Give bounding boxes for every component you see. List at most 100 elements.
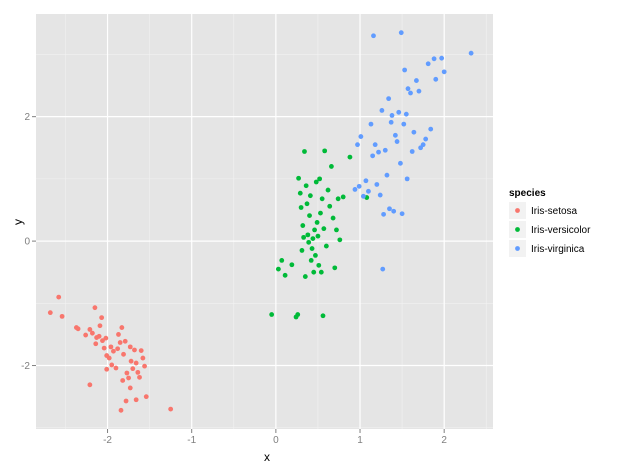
data-point: [318, 210, 323, 216]
y-tick-label: 0: [24, 237, 30, 248]
data-point: [106, 355, 112, 361]
data-point: [433, 76, 439, 82]
data-point: [360, 193, 366, 199]
data-point: [318, 269, 324, 275]
legend-key-dot: [515, 227, 520, 232]
data-point: [425, 61, 431, 67]
data-point: [411, 129, 417, 135]
data-point: [468, 50, 474, 56]
data-point: [355, 142, 360, 148]
data-point: [403, 111, 409, 117]
data-point: [59, 313, 65, 319]
data-point: [386, 96, 392, 102]
x-axis-title: x: [264, 450, 270, 464]
data-point: [124, 370, 130, 376]
data-point: [314, 220, 320, 225]
data-point: [99, 315, 105, 321]
data-point: [389, 113, 395, 118]
data-point: [398, 160, 403, 166]
x-tick-label: 1: [357, 435, 363, 446]
data-point: [101, 345, 107, 351]
data-point: [337, 237, 343, 243]
data-point: [113, 365, 119, 371]
data-point: [374, 182, 380, 187]
data-point: [87, 327, 93, 332]
data-point: [305, 232, 311, 238]
series-iris-virginica: [352, 30, 474, 272]
y-tick-label: 2: [24, 112, 30, 123]
data-point: [307, 213, 312, 218]
data-point: [317, 176, 323, 182]
data-point: [168, 406, 174, 412]
data-point: [398, 30, 404, 36]
data-point: [315, 233, 321, 239]
data-point: [441, 69, 447, 75]
data-point: [380, 266, 386, 272]
data-point: [93, 341, 99, 347]
x-axis-ticks: -2 -1 0 1 2: [103, 429, 447, 446]
data-point: [143, 394, 149, 400]
data-point: [404, 176, 410, 182]
data-point: [352, 187, 358, 192]
data-point: [89, 330, 95, 336]
data-point: [376, 149, 381, 155]
y-axis-ticks: -2 0 2: [21, 112, 36, 372]
data-point: [126, 375, 131, 381]
data-point: [306, 239, 312, 245]
data-point: [334, 227, 339, 233]
data-point: [132, 347, 137, 353]
data-point: [127, 385, 133, 391]
data-point: [313, 179, 319, 185]
data-point: [111, 348, 116, 354]
data-point: [279, 257, 285, 263]
data-point: [96, 333, 102, 339]
data-point: [300, 223, 306, 228]
legend: species Iris-setosa Iris-versicolor Iris-v…: [509, 188, 591, 257]
data-point: [408, 90, 413, 96]
y-tick-label: -2: [21, 361, 30, 372]
data-point: [387, 206, 392, 212]
data-point: [420, 142, 426, 148]
data-point: [372, 142, 378, 148]
data-point: [122, 338, 128, 344]
data-point: [363, 178, 369, 184]
x-tick-label: 0: [273, 435, 279, 446]
data-point: [356, 183, 362, 189]
data-point: [327, 203, 333, 209]
data-point: [75, 326, 81, 332]
legend-item: Iris-setosa: [509, 202, 578, 219]
data-point: [123, 398, 129, 404]
data-point: [309, 246, 315, 251]
data-point: [47, 310, 53, 316]
legend-label: Iris-virginica: [531, 244, 585, 255]
data-point: [313, 253, 318, 258]
data-point: [307, 193, 313, 199]
data-point: [405, 86, 411, 92]
data-point: [127, 344, 133, 350]
data-point: [394, 139, 400, 144]
legend-label: Iris-versicolor: [531, 225, 591, 236]
data-point: [103, 335, 109, 341]
data-point: [97, 323, 103, 329]
data-point: [379, 108, 385, 113]
data-point: [304, 201, 310, 207]
data-point: [104, 366, 110, 372]
plot-panel: [36, 14, 493, 429]
data-point: [310, 236, 316, 242]
data-point: [135, 369, 141, 375]
data-point: [358, 134, 364, 139]
data-point: [312, 227, 317, 233]
data-points: [47, 30, 474, 413]
data-point: [121, 351, 126, 357]
x-tick-label: -2: [103, 435, 112, 446]
data-point: [100, 338, 105, 344]
data-point: [329, 164, 334, 169]
data-point: [392, 132, 398, 138]
data-point: [368, 121, 374, 127]
data-point: [402, 67, 408, 73]
x-tick-label: -1: [187, 435, 196, 446]
data-point: [311, 269, 317, 275]
data-point: [340, 194, 346, 200]
data-point: [302, 149, 307, 154]
data-point: [269, 312, 275, 317]
